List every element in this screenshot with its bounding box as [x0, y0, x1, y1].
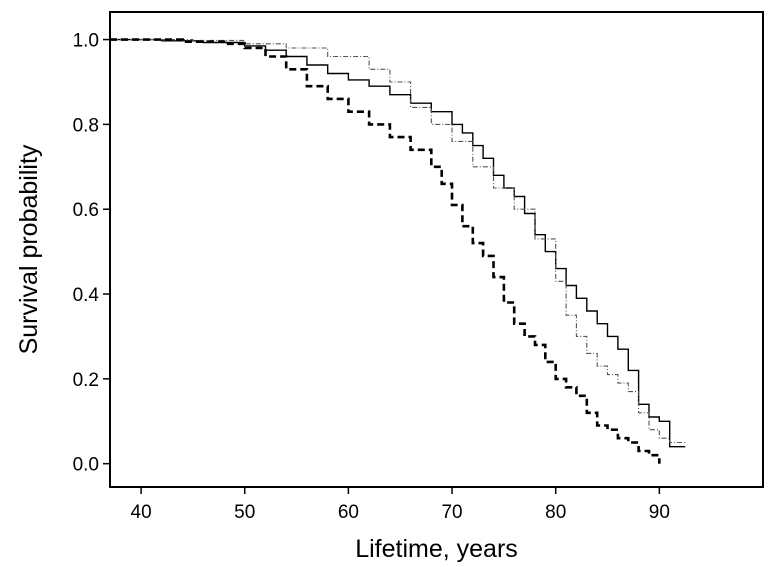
y-tick-label: 0.4 — [73, 285, 100, 306]
x-tick-label: 50 — [234, 502, 255, 523]
x-tick-label: 80 — [545, 502, 566, 523]
series-line-dashed — [110, 38, 661, 464]
y-tick-label: 0.6 — [73, 200, 99, 221]
y-tick-label: 0.8 — [73, 115, 99, 136]
y-axis-title: Survival probability — [15, 144, 43, 354]
x-tick-label: 70 — [441, 502, 462, 523]
y-tick-label: 0.0 — [73, 455, 99, 476]
y-tick-label: 1.0 — [73, 31, 99, 52]
series-line-solid — [110, 38, 686, 448]
x-axis-title: Lifetime, years — [355, 535, 518, 563]
x-tick-label: 60 — [338, 502, 359, 523]
plot-frame — [109, 11, 764, 488]
y-tick-label: 0.2 — [73, 370, 99, 391]
axes — [109, 11, 764, 488]
x-tick-label: 90 — [649, 502, 670, 523]
series-layer — [110, 38, 686, 464]
series-line-dash-dot — [110, 39, 686, 444]
x-tick-label: 40 — [131, 502, 152, 523]
tick-layer: 40 50 60 70 80 90 0.0 0.2 0.4 0.6 0.8 1.0 — [73, 31, 670, 523]
